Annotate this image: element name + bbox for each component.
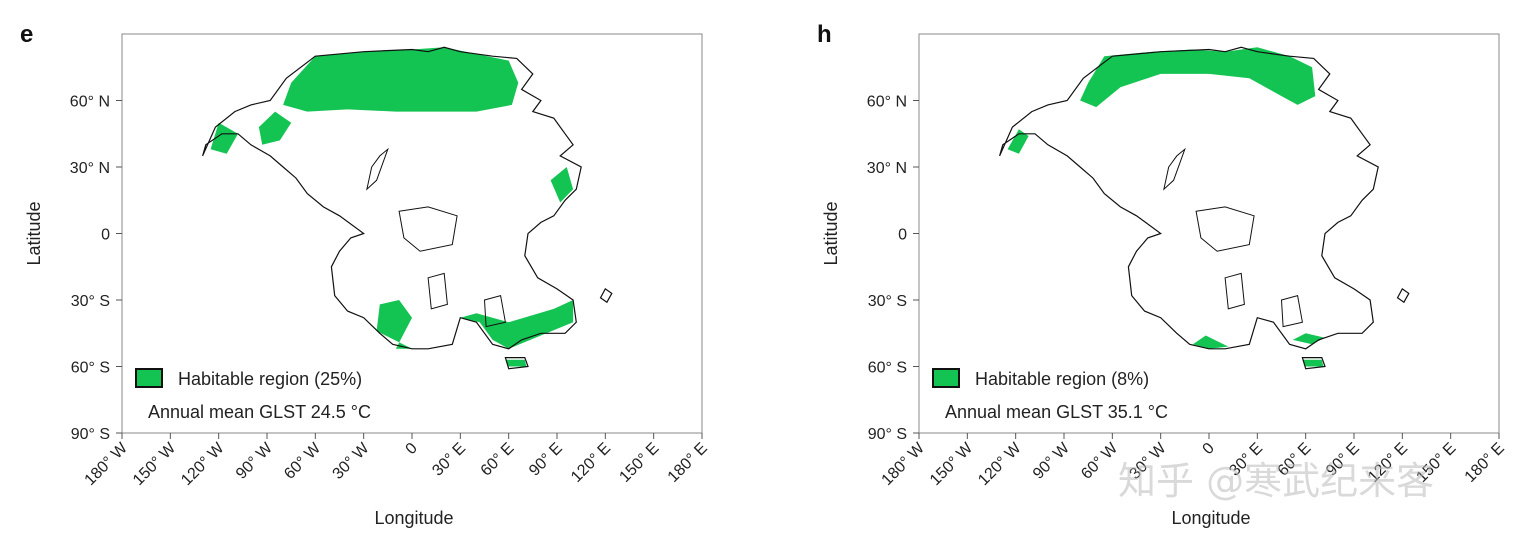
x-tick-label: 150° E [616,440,662,486]
y-tick-label: 60° N [867,94,907,111]
legend-label: Habitable region (25%) [178,369,362,389]
coastline [999,46,1379,350]
coastline [202,46,582,350]
glst-annotation: Annual mean GLST 24.5 °C [148,402,371,422]
habitable-area [376,300,412,349]
y-tick-label: 0 [101,227,110,244]
island-outline [1301,357,1326,370]
legend-label: Habitable region (8%) [975,369,1149,389]
y-axis-title: Latitude [821,201,841,265]
island-outline [599,288,613,304]
legend-swatch [135,368,163,388]
x-tick-label: 60° W [1078,439,1122,483]
x-tick-label: 150° W [130,439,180,489]
x-tick-label: 0 [1200,440,1218,458]
y-tick-label: 90° S [868,426,907,443]
panel-letter: e [20,21,33,48]
habitable-area [550,167,574,203]
island-outline [504,357,529,370]
x-tick-label: 60° W [281,439,325,483]
x-tick-label: 60° E [478,440,518,480]
y-tick-label: 30° S [868,293,907,310]
inland-sea-outline [427,272,448,310]
inland-sea-outline [1280,294,1303,328]
habitable-area [460,300,574,349]
x-tick-label: 120° W [178,439,228,489]
habitable-area [210,122,238,154]
habitable-area [1080,47,1316,108]
x-tick-label: 180° E [665,440,711,486]
y-tick-label: 90° S [71,426,110,443]
y-axis-title: Latitude [24,201,44,265]
x-tick-label: 120° E [568,440,614,486]
inland-sea-outline [398,206,458,252]
x-tick-label: 0 [403,440,421,458]
panel-letter: h [817,21,832,48]
y-tick-label: 60° S [71,360,110,377]
inland-sea-outline [366,147,389,191]
y-tick-label: 60° N [70,94,110,111]
x-tick-label: 30° W [330,439,374,483]
inland-sea-outline [1163,147,1186,191]
habitable-area [258,111,292,145]
island-outline [1396,288,1410,304]
x-axis-title: Longitude [1171,508,1250,528]
y-tick-label: 0 [898,227,907,244]
x-tick-label: 180° W [82,439,132,489]
x-tick-label: 180° W [879,439,929,489]
y-tick-label: 30° N [70,160,110,177]
y-tick-label: 30° N [867,160,907,177]
x-tick-label: 90° E [526,440,566,480]
x-tick-label: 90° W [233,439,277,483]
x-tick-label: 90° W [1030,439,1074,483]
y-tick-label: 60° S [868,360,907,377]
x-axis-title: Longitude [374,508,453,528]
glst-annotation: Annual mean GLST 35.1 °C [945,402,1168,422]
inland-sea-outline [483,294,506,328]
habitable-area [1302,359,1324,367]
x-tick-label: 150° W [927,439,977,489]
inland-sea-outline [1224,272,1245,310]
x-tick-label: 180° E [1462,440,1508,486]
inland-sea-outline [1195,206,1255,252]
map-panel-e: e 180° W 150° W 120° W 90° W 60° W 30° W 0 30° E… [20,21,711,528]
legend-swatch [932,368,960,388]
habitable-area [505,359,527,367]
watermark: 知乎 @寒武纪来客 [1118,459,1434,503]
x-tick-label: 120° W [975,439,1025,489]
x-tick-label: 30° E [429,440,469,480]
habitable-area [283,47,519,112]
y-tick-label: 30° S [71,293,110,310]
habitable-area [1192,335,1229,349]
habitable-area [1007,129,1029,154]
